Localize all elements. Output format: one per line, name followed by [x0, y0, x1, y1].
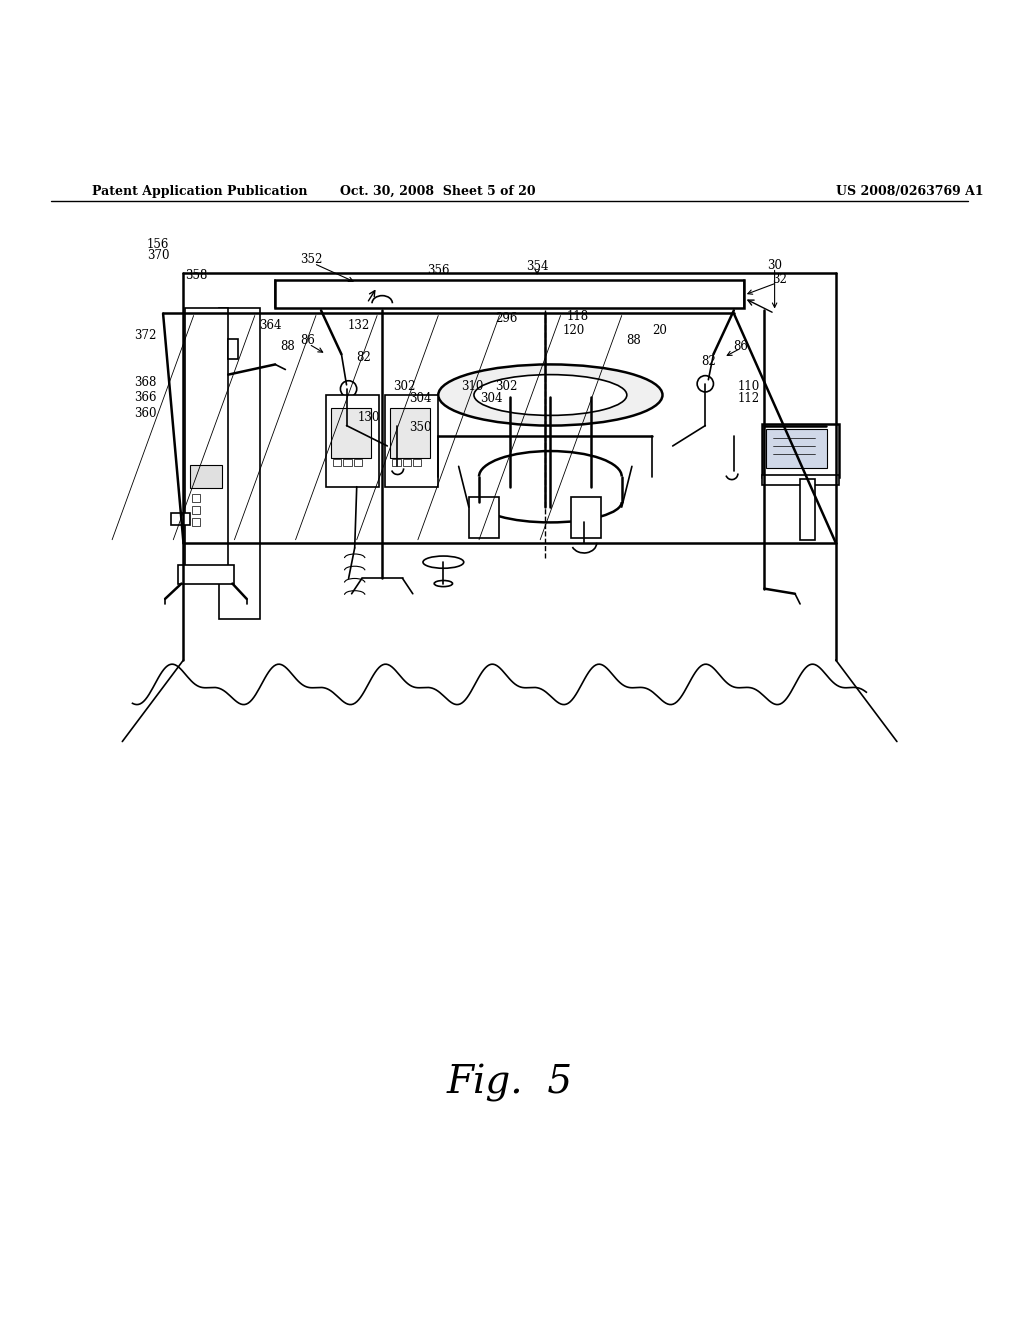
FancyBboxPatch shape — [191, 494, 200, 502]
FancyBboxPatch shape — [763, 474, 839, 484]
FancyBboxPatch shape — [469, 496, 500, 537]
FancyBboxPatch shape — [333, 459, 341, 466]
FancyBboxPatch shape — [178, 565, 234, 583]
FancyBboxPatch shape — [343, 459, 351, 466]
Text: 360: 360 — [134, 407, 157, 420]
Text: 302: 302 — [393, 380, 416, 393]
FancyBboxPatch shape — [392, 459, 400, 466]
Text: 82: 82 — [701, 355, 716, 368]
Text: 372: 372 — [134, 330, 157, 342]
Text: Patent Application Publication: Patent Application Publication — [92, 185, 307, 198]
Text: 112: 112 — [738, 392, 760, 404]
Text: 120: 120 — [563, 325, 585, 338]
FancyBboxPatch shape — [331, 408, 371, 458]
Text: 156: 156 — [146, 238, 169, 251]
Text: Oct. 30, 2008  Sheet 5 of 20: Oct. 30, 2008 Sheet 5 of 20 — [340, 185, 537, 198]
Ellipse shape — [474, 375, 627, 416]
Text: US 2008/0263769 A1: US 2008/0263769 A1 — [836, 185, 983, 198]
Text: 88: 88 — [280, 339, 295, 352]
Text: 304: 304 — [480, 392, 503, 404]
FancyBboxPatch shape — [766, 429, 826, 469]
Text: 110: 110 — [738, 380, 760, 393]
Text: 302: 302 — [496, 380, 518, 393]
Text: 366: 366 — [134, 391, 157, 404]
Text: 296: 296 — [496, 312, 518, 325]
FancyBboxPatch shape — [185, 309, 228, 569]
Text: 132: 132 — [347, 319, 370, 333]
Text: 118: 118 — [567, 310, 589, 323]
Text: 88: 88 — [627, 334, 641, 347]
Ellipse shape — [423, 556, 464, 569]
Text: 130: 130 — [357, 411, 380, 424]
FancyBboxPatch shape — [390, 408, 430, 458]
FancyBboxPatch shape — [191, 519, 200, 527]
Text: 354: 354 — [526, 260, 549, 273]
Text: 368: 368 — [134, 376, 157, 389]
Text: 352: 352 — [300, 253, 323, 265]
FancyBboxPatch shape — [385, 395, 438, 487]
FancyBboxPatch shape — [353, 459, 361, 466]
FancyBboxPatch shape — [800, 479, 815, 540]
Text: 86: 86 — [733, 339, 749, 352]
FancyBboxPatch shape — [570, 496, 601, 537]
Text: 304: 304 — [409, 392, 431, 404]
Text: 358: 358 — [185, 269, 208, 282]
Text: Fig.  5: Fig. 5 — [446, 1064, 572, 1102]
FancyBboxPatch shape — [191, 506, 200, 515]
FancyBboxPatch shape — [327, 395, 379, 487]
Text: 370: 370 — [146, 249, 169, 261]
Text: 82: 82 — [356, 351, 372, 364]
Text: 30: 30 — [767, 259, 782, 272]
FancyBboxPatch shape — [228, 339, 239, 359]
Ellipse shape — [438, 364, 663, 425]
Ellipse shape — [434, 581, 453, 586]
Text: 310: 310 — [461, 380, 483, 393]
FancyBboxPatch shape — [402, 459, 411, 466]
Text: 356: 356 — [427, 264, 450, 277]
FancyBboxPatch shape — [219, 309, 260, 619]
FancyBboxPatch shape — [171, 513, 189, 525]
Text: 364: 364 — [259, 319, 282, 333]
Text: 350: 350 — [409, 421, 431, 434]
Text: 32: 32 — [772, 273, 787, 286]
FancyBboxPatch shape — [275, 280, 744, 309]
Text: 86: 86 — [300, 334, 315, 347]
FancyBboxPatch shape — [413, 459, 421, 466]
FancyBboxPatch shape — [189, 466, 222, 488]
Text: 20: 20 — [652, 325, 667, 338]
FancyBboxPatch shape — [763, 424, 839, 477]
